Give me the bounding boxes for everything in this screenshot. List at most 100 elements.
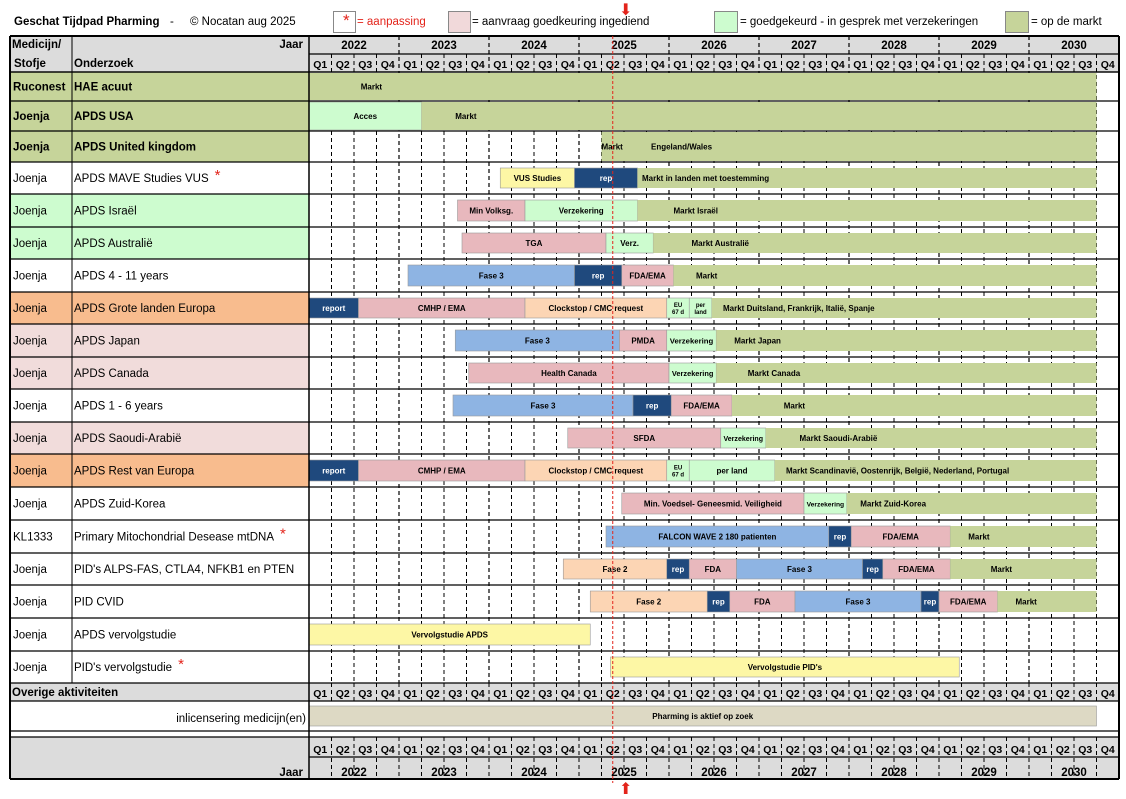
quarter-label: Q3 <box>538 59 552 71</box>
col-header-medicine-2: Stofje <box>14 58 46 70</box>
bar-label: 67 d <box>672 310 684 316</box>
quarter-label: Q2 <box>426 59 440 71</box>
quarter-label: Q4 <box>741 59 755 71</box>
quarter-label-other: Q1 <box>493 688 507 700</box>
bar-label: Clockstop / CMC request <box>549 467 644 476</box>
quarter-label-footer: Q2 <box>1056 744 1070 756</box>
bar-label: Fase 3 <box>479 272 504 281</box>
year-label-footer: 2022 <box>341 767 367 779</box>
quarter-label-other: Q3 <box>988 688 1002 700</box>
quarter-label-footer: Q1 <box>853 744 867 756</box>
quarter-label-other: Q2 <box>966 688 980 700</box>
bar-market <box>716 330 1097 351</box>
quarter-label-footer: Q3 <box>538 744 552 756</box>
quarter-label-other: Q2 <box>876 688 890 700</box>
row-label-bg <box>10 520 309 553</box>
row-label-bg <box>10 292 309 324</box>
bar-label: Min Volksg. <box>469 207 513 216</box>
bar-label: rep <box>672 565 685 574</box>
quarter-label: Q3 <box>898 59 912 71</box>
row-medicine: Joenja <box>13 336 47 348</box>
bar-market <box>950 559 1097 579</box>
quarter-label-footer: Q4 <box>561 744 575 756</box>
year-label-footer: 2024 <box>521 767 547 779</box>
quarter-label-other: Q3 <box>718 688 732 700</box>
quarter-label-footer: Q4 <box>741 744 755 756</box>
bar-market <box>774 460 1097 481</box>
row-label-bg <box>10 101 309 131</box>
bar-market <box>950 526 1097 547</box>
quarter-label: Q3 <box>358 59 372 71</box>
quarter-label-other: Q4 <box>831 688 845 700</box>
year-label: 2023 <box>431 40 457 52</box>
quarter-label-other: Q1 <box>763 688 777 700</box>
other-study: inlicensering medicijn(en) <box>176 713 306 725</box>
row-study: APDS Canada <box>74 368 149 380</box>
legend-star-icon: * <box>343 11 350 30</box>
bar-market <box>711 298 1097 318</box>
bar-label: Verzekering <box>723 436 763 443</box>
quarter-label-other: Q3 <box>808 688 822 700</box>
bar-market <box>653 233 1097 253</box>
year-label-footer: 2026 <box>701 767 727 779</box>
quarter-label: Q3 <box>1078 59 1092 71</box>
row-study: APDS vervolgstudie <box>74 630 176 642</box>
quarter-label: Q4 <box>471 59 485 71</box>
year-label: 2028 <box>881 40 907 52</box>
bar-label: Verzekering <box>807 502 845 509</box>
quarter-label-other: Q4 <box>651 688 665 700</box>
quarter-label-footer: Q3 <box>718 744 732 756</box>
row-medicine: Joenja <box>13 142 50 154</box>
year-label: 2030 <box>1061 40 1087 52</box>
quarter-label: Q2 <box>696 59 710 71</box>
bar-label: FDA <box>705 565 722 574</box>
quarter-label-other: Q4 <box>1101 688 1115 700</box>
bar-label: CMHP / EMA <box>418 304 466 313</box>
quarter-label: Q1 <box>403 59 417 71</box>
quarter-label: Q1 <box>673 59 687 71</box>
quarter-label-other: Q1 <box>1033 688 1047 700</box>
bar-label: Markt <box>991 565 1013 574</box>
quarter-label-footer: Q4 <box>381 744 395 756</box>
quarter-label-footer: Q2 <box>426 744 440 756</box>
bar-label: FDA/EMA <box>898 565 935 574</box>
quarter-label-other: Q1 <box>313 688 327 700</box>
year-label: 2029 <box>971 40 997 52</box>
bar-label: Markt <box>361 83 383 92</box>
quarter-label-footer: Q3 <box>448 744 462 756</box>
change-star-icon: * <box>215 167 221 184</box>
row-label-bg <box>10 162 309 194</box>
quarter-label-other: Q4 <box>741 688 755 700</box>
row-label-bg <box>10 324 309 357</box>
quarter-label-other: Q2 <box>336 688 350 700</box>
quarter-label: Q1 <box>943 59 957 71</box>
bar-label: Pharming is aktief op zoek <box>652 712 753 721</box>
row-study: APDS Japan <box>74 336 140 348</box>
bar-label: Health Canada <box>541 369 597 378</box>
col-header-year: Jaar <box>279 39 303 51</box>
bar-label: FDA/EMA <box>683 402 720 411</box>
row-medicine: Joenja <box>13 271 47 283</box>
quarter-label-footer: Q3 <box>988 744 1002 756</box>
quarter-label-footer: Q4 <box>651 744 665 756</box>
bar-label: rep <box>712 598 725 607</box>
legend-label-approved: = goedgekeurd - in gesprek met verzekeri… <box>740 16 979 28</box>
quarter-label-footer: Q4 <box>921 744 935 756</box>
quarter-label: Q2 <box>876 59 890 71</box>
legend-label-submitted: = aanvraag goedkeuring ingediend <box>472 16 650 28</box>
year-label: 2024 <box>521 40 547 52</box>
year-label-footer: 2030 <box>1061 767 1087 779</box>
bar-label: TGA <box>526 239 543 248</box>
quarter-label: Q2 <box>336 59 350 71</box>
row-medicine: Joenja <box>13 466 47 478</box>
quarter-label-other: Q2 <box>516 688 530 700</box>
bar-label: Markt <box>1016 598 1038 607</box>
row-label-bg <box>10 487 309 520</box>
row-study: PID's ALPS-FAS, CTLA4, NFKB1 en PTEN <box>74 564 294 576</box>
row-study: APDS United kingdom <box>74 142 196 154</box>
year-label-footer: 2025 <box>611 767 637 779</box>
bar-label: CMHP / EMA <box>418 467 466 476</box>
bar-label: rep <box>646 402 659 411</box>
quarter-label: Q4 <box>921 59 935 71</box>
row-study: PID CVID <box>74 597 124 609</box>
